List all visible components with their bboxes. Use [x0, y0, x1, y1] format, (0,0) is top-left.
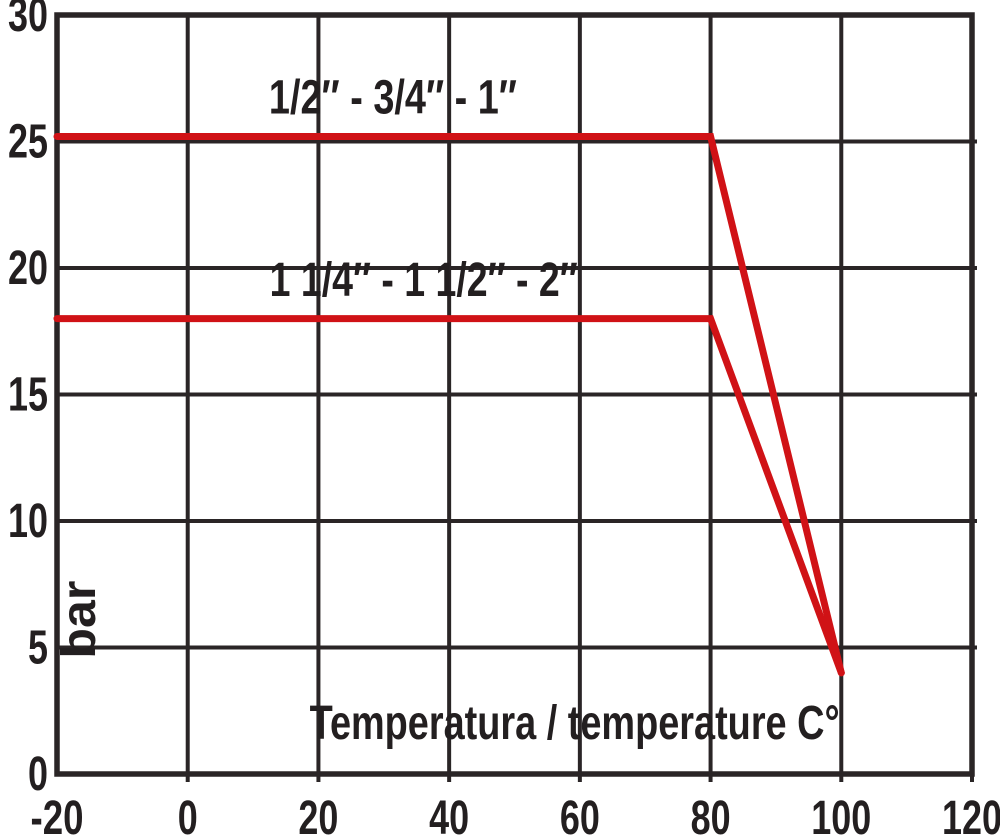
x-tick-label: -20 [31, 792, 84, 839]
series-label: 1 1/4″ - 1 1/2″ - 2″ [270, 254, 578, 307]
y-tick-label: 20 [8, 242, 48, 295]
series-line [53, 315, 845, 677]
x-tick-label: 100 [811, 792, 871, 839]
x-tick-label: 60 [560, 792, 600, 839]
x-tick-label: 0 [178, 792, 198, 839]
y-tick-label: 0 [28, 748, 48, 801]
series-label: 1/2″ - 3/4″ - 1″ [269, 72, 517, 125]
y-tick-label: 25 [8, 116, 48, 169]
y-axis-title: bar [53, 581, 106, 659]
y-tick-label: 30 [8, 0, 48, 42]
x-tick-label: 120 [942, 792, 1000, 839]
y-tick-label: 15 [8, 369, 48, 422]
x-tick-label: 80 [691, 792, 731, 839]
y-tick-label: 5 [28, 622, 48, 675]
x-axis-title: Temperatura / temperature C° [310, 697, 840, 750]
x-tick-label: 20 [298, 792, 338, 839]
x-tick-label: 40 [429, 792, 469, 839]
plot-border [54, 12, 975, 777]
y-tick-label: 10 [8, 495, 48, 548]
series-line [53, 132, 845, 677]
